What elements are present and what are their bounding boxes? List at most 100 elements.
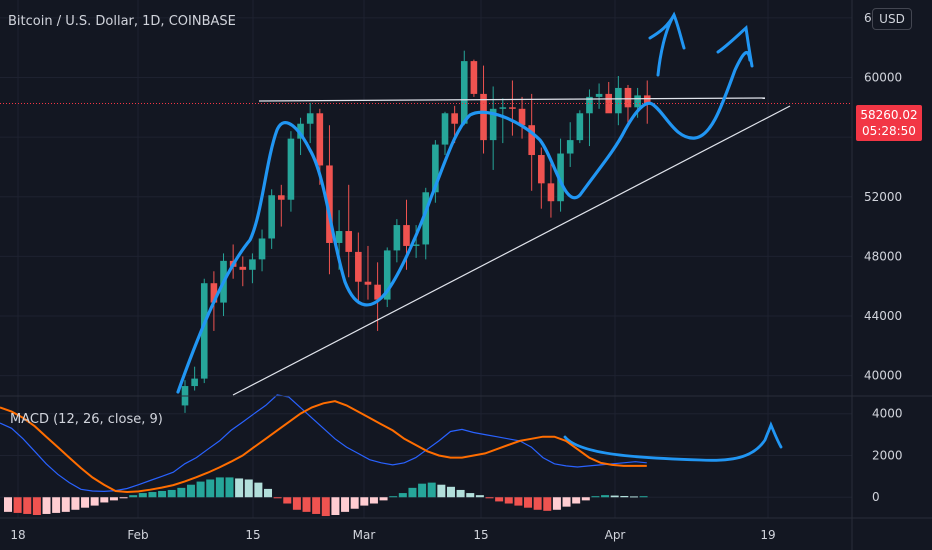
candle-body xyxy=(393,225,401,251)
currency-button[interactable]: USD xyxy=(872,8,912,30)
candle-body xyxy=(470,61,478,94)
candle-body xyxy=(268,195,275,239)
price-tick-label: 60000 xyxy=(864,71,902,85)
macd-histogram-bar xyxy=(601,495,610,498)
candle-body xyxy=(239,266,247,270)
macd-histogram-bar xyxy=(235,478,244,498)
macd-histogram-bar xyxy=(427,482,436,498)
candle-body xyxy=(509,107,516,109)
macd-histogram-bar xyxy=(52,497,61,513)
candle-body xyxy=(326,165,333,243)
candle-body xyxy=(287,138,295,200)
x-tick-label: 18 xyxy=(10,528,25,542)
user-drawings xyxy=(176,11,791,462)
macd-histogram-bar xyxy=(225,477,234,498)
macd-histogram-bar xyxy=(543,497,552,511)
candle-body xyxy=(499,107,507,109)
macd-histogram-bar xyxy=(283,497,292,504)
candle-body xyxy=(595,93,603,97)
macd-histogram-bar xyxy=(350,497,359,509)
resistance-line xyxy=(258,97,766,102)
price-tick-label: 52000 xyxy=(864,190,902,204)
macd-histogram-bar xyxy=(302,497,311,512)
macd-histogram-bar xyxy=(292,497,301,510)
macd-histogram-bar xyxy=(475,495,484,498)
macd-histogram-bar xyxy=(514,497,523,506)
macd-histogram-bar xyxy=(466,493,475,498)
candle-body xyxy=(412,244,420,246)
candle-body xyxy=(335,231,343,243)
macd-histogram-bar xyxy=(610,495,619,498)
candle-body xyxy=(586,96,593,114)
macd-histogram-bar xyxy=(456,489,465,498)
macd-histogram-bar xyxy=(90,497,99,506)
signal-line xyxy=(0,400,647,494)
candle-body xyxy=(460,61,468,124)
candle-body xyxy=(451,113,458,124)
macd-histogram-bar xyxy=(148,492,157,498)
macd-histogram-bar xyxy=(177,487,186,498)
candle-body xyxy=(210,283,218,303)
macd-histogram-bar xyxy=(100,497,109,503)
macd-histogram-bar xyxy=(119,497,128,499)
macd-histogram-bar xyxy=(620,495,629,498)
candle-body xyxy=(518,108,526,126)
macd-histogram-bar xyxy=(81,497,90,508)
macd-histogram-bar xyxy=(418,483,427,498)
macd-tick-label: 0 xyxy=(872,490,880,504)
macd-histogram-bar xyxy=(215,477,224,498)
candle-body xyxy=(364,281,372,285)
macd-line xyxy=(0,394,647,493)
macd-histogram-bar xyxy=(437,484,446,498)
x-tick-label: Apr xyxy=(605,528,626,542)
macd-histogram-bar xyxy=(369,497,378,504)
macd-histogram-bar xyxy=(591,496,600,498)
macd-histogram-bar xyxy=(639,496,648,498)
candle-body xyxy=(538,155,545,184)
macd-histogram-bar xyxy=(264,488,273,498)
macd-histogram-bar xyxy=(629,496,638,498)
macd-histogram-bar xyxy=(446,486,455,498)
macd-histogram-bar xyxy=(572,497,581,504)
x-tick-label: 15 xyxy=(245,528,260,542)
candle-body xyxy=(374,284,381,300)
macd-histogram-bar xyxy=(273,497,282,499)
candle-body xyxy=(576,113,584,141)
macd-histogram-bar xyxy=(13,497,22,513)
candle-body xyxy=(615,87,622,114)
macd-histogram-bar xyxy=(42,497,51,514)
price-tick-label: 48000 xyxy=(864,249,902,263)
candle-body xyxy=(258,238,266,260)
candle-body xyxy=(480,93,487,141)
candle-body xyxy=(634,95,641,108)
candle-body xyxy=(432,144,439,193)
macd-histogram-bar xyxy=(389,496,398,498)
macd-histogram-bar xyxy=(504,497,513,504)
macd-histogram-bar xyxy=(379,497,388,501)
candle-body xyxy=(191,378,198,387)
candle-body xyxy=(306,113,314,124)
macd-tick-label: 4000 xyxy=(872,407,903,421)
macd-histogram-bar xyxy=(244,479,253,498)
ascending-trendline xyxy=(232,105,791,396)
x-tick-label: Mar xyxy=(353,528,376,542)
candle-body xyxy=(557,153,564,202)
x-tick-label: Feb xyxy=(127,528,148,542)
candle-body xyxy=(316,113,324,166)
projected-path-drawing xyxy=(176,51,752,394)
macd-histogram-bar xyxy=(360,497,369,506)
candle-body xyxy=(278,195,285,200)
up-arrow-drawing xyxy=(716,25,754,68)
macd-histogram-bar xyxy=(331,497,340,515)
macd-histogram-bar xyxy=(158,490,167,498)
macd-histogram-bar xyxy=(524,497,533,508)
macd-histogram-bar xyxy=(254,482,263,498)
macd-histogram-bar xyxy=(341,497,350,512)
macd-histogram-bar xyxy=(485,497,494,499)
macd-histogram-bar xyxy=(581,497,590,501)
candle-body xyxy=(489,108,497,141)
price-tick-label: 44000 xyxy=(864,309,902,323)
macd-curve-drawing xyxy=(563,421,783,462)
